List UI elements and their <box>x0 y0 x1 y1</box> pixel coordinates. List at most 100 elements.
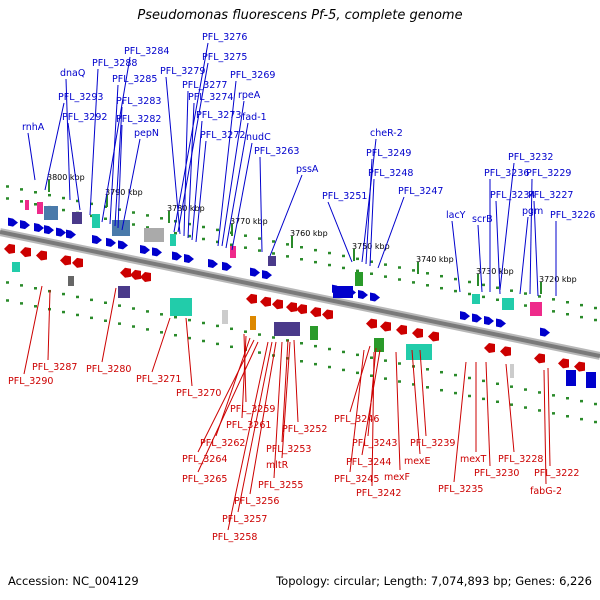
gene-block <box>586 372 596 388</box>
track-dot <box>594 420 597 424</box>
track-dot <box>398 278 401 281</box>
reverse-gene-arrow <box>260 296 271 307</box>
forward-gene-arrow <box>262 270 272 280</box>
forward-gene-arrow <box>222 261 232 271</box>
forward-gene-label: dnaQ <box>60 68 85 79</box>
track-dot <box>118 322 121 325</box>
gene-block <box>530 302 542 316</box>
track-dot <box>286 255 289 258</box>
track-dot <box>342 254 345 258</box>
reverse-gene-arrow <box>72 257 83 268</box>
track-dot <box>510 403 513 406</box>
track-dot <box>552 310 555 313</box>
track-dot <box>104 205 107 208</box>
track-dot <box>468 280 471 284</box>
gene-block <box>170 234 176 246</box>
track-dot <box>34 203 37 206</box>
reverse-gene-arrow <box>574 361 585 372</box>
forward-leader-line <box>187 102 195 239</box>
forward-gene-arrow <box>140 244 150 254</box>
track-dot <box>440 388 443 392</box>
forward-gene-label: PFL_3236 <box>484 168 529 179</box>
track-dot <box>482 379 485 383</box>
track-dot <box>104 301 107 304</box>
forward-leader-line <box>117 124 123 229</box>
forward-gene-arrow <box>460 311 470 321</box>
track-dot <box>412 281 415 284</box>
forward-gene-label: PFL_3272 <box>200 130 245 141</box>
reverse-gene-label: fabG-2 <box>530 486 562 497</box>
reverse-gene-label: PFL_3264 <box>182 454 227 465</box>
reverse-leader-line <box>273 341 283 479</box>
gene-block <box>68 276 74 286</box>
gene-block <box>230 246 236 258</box>
reverse-gene-arrow <box>428 331 439 342</box>
track-dot <box>104 217 107 220</box>
track-dot <box>174 231 177 235</box>
reverse-gene-arrow <box>366 318 377 329</box>
gene-block <box>118 286 130 298</box>
track-dot <box>188 336 191 340</box>
track-dot <box>510 289 513 292</box>
forward-leader-line <box>114 106 123 227</box>
forward-gene-arrow <box>540 327 550 337</box>
track-dot <box>538 295 541 298</box>
gene-block <box>92 214 100 228</box>
gene-block <box>310 326 318 340</box>
track-dot <box>426 368 429 371</box>
track-dot <box>132 307 135 310</box>
track-dot <box>230 243 233 247</box>
forward-gene-arrow <box>20 220 30 230</box>
forward-gene-arrow <box>106 237 116 247</box>
track-dot <box>468 394 471 398</box>
forward-leader-line <box>327 201 353 263</box>
reverse-gene-label: PFL_3287 <box>32 362 77 373</box>
track-dot <box>300 258 303 261</box>
kbp-tick-label: 3740 kbp <box>416 255 454 264</box>
forward-gene-label: PFL_3269 <box>230 70 275 81</box>
forward-leader-line <box>259 156 263 253</box>
track-dot <box>356 371 359 375</box>
reverse-gene-arrow <box>396 324 407 335</box>
gene-block <box>268 256 276 266</box>
track-dot <box>146 328 149 331</box>
gene-block <box>25 200 29 210</box>
track-dot <box>34 305 37 308</box>
forward-leader-line <box>221 100 245 247</box>
track-dot <box>440 286 443 290</box>
track-dot <box>580 303 583 307</box>
gene-block <box>37 202 43 214</box>
track-dot <box>118 208 121 211</box>
forward-gene-arrow <box>34 223 44 233</box>
reverse-leader-line <box>419 349 427 437</box>
forward-gene-label: PFL_3273 <box>196 110 241 121</box>
forward-gene-label: lacY <box>446 210 466 221</box>
track-dot <box>188 222 191 226</box>
gene-block <box>502 298 514 310</box>
gene-block <box>12 262 20 272</box>
track-dot <box>62 196 65 200</box>
track-dot <box>314 260 317 264</box>
reverse-gene-label: PFL_3228 <box>498 454 543 465</box>
forward-gene-label: pepN <box>134 128 159 139</box>
reverse-gene-arrow <box>322 309 333 320</box>
reverse-gene-arrow <box>272 299 283 310</box>
forward-gene-label: rpeA <box>238 90 261 101</box>
track-dot <box>566 414 569 418</box>
forward-gene-label: PFL_3232 <box>508 152 553 163</box>
track-dot <box>34 191 37 194</box>
reverse-gene-label: mexT <box>460 454 487 465</box>
reverse-gene-arrow <box>500 346 511 357</box>
track-dot <box>328 347 331 351</box>
track-dot <box>482 295 485 299</box>
track-dot <box>244 246 247 249</box>
track-dot <box>496 286 499 290</box>
track-dot <box>160 217 163 220</box>
forward-leader-line <box>101 56 131 223</box>
map-title: Pseudomonas fluorescens Pf-5, complete g… <box>137 8 463 23</box>
reverse-leader-line <box>361 349 381 456</box>
reverse-gene-label: PFL_3253 <box>266 444 311 455</box>
track-dot <box>20 284 23 287</box>
forward-leader-line <box>217 80 237 247</box>
forward-gene-arrow <box>370 292 380 302</box>
